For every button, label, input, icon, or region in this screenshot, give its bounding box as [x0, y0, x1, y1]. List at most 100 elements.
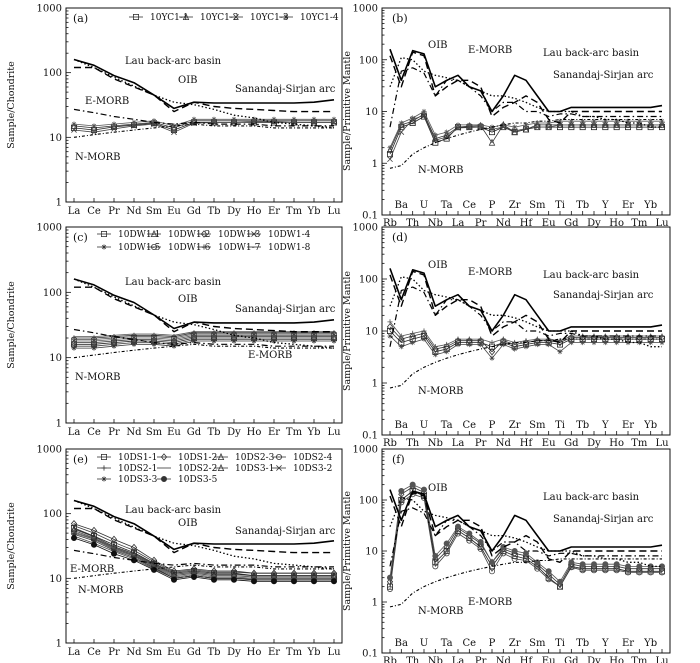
xtick-label-top-d-1: U — [420, 420, 428, 431]
series-point-e-1-9 — [250, 569, 258, 577]
series-point-e-9-6 — [190, 573, 197, 580]
panel-e: (e) Sample/Chondrite 10DS1-1 10DS1-2 10D… — [6, 448, 343, 644]
xtick-label-e-1: Ce — [87, 647, 101, 658]
xtick-label-a-6: Gd — [187, 206, 202, 217]
series-point-a-3-1 — [91, 123, 97, 129]
series-point-c-6-4 — [151, 332, 157, 338]
legend-e-5: 10DS2-2 — [178, 464, 217, 474]
series-point-e-1-12 — [310, 569, 318, 577]
ref-label-c-0: Lau back-arc basin — [125, 277, 222, 288]
xtick-label-top-d-6: Sm — [529, 420, 546, 431]
xtick-label-top-f-6: Sm — [529, 638, 546, 649]
ytick-label-f-3: 100 — [359, 496, 378, 507]
series-point-b-3-14 — [546, 120, 552, 126]
series-point-d-1-9 — [488, 347, 496, 356]
panel-a-legend: 10YC1-1 10YC1-2 10YC1-3 10YC1-4 — [150, 13, 339, 23]
xtick-label-e-11: Tm — [286, 647, 303, 658]
ref-label-f-4: N-MORB — [418, 606, 463, 617]
xtick-label-e-4: Sm — [146, 647, 163, 658]
series-point-f-2-21 — [625, 569, 632, 576]
series-point-f-3-19 — [602, 561, 609, 568]
ref-label-a-1: OIB — [178, 75, 198, 86]
ytick-label-a-3: 1000 — [37, 4, 62, 15]
series-point-d-2-23 — [648, 339, 654, 346]
legend-e-7: 10DS3-2 — [293, 464, 332, 474]
xtick-label-bottom-f-6: Hf — [520, 656, 534, 663]
xtick-label-a-2: Pr — [108, 206, 120, 217]
series-point-d-2-7 — [466, 341, 472, 348]
series-point-c-6-5 — [171, 334, 177, 340]
xtick-label-c-8: Dy — [227, 427, 241, 438]
series-point-b-3-24 — [659, 118, 665, 124]
xtick-label-a-3: Nd — [126, 206, 142, 217]
series-point-b-3-13 — [534, 120, 540, 126]
xtick-label-c-3: Nd — [126, 427, 142, 438]
xtick-label-bottom-f-9: Dy — [587, 656, 601, 663]
series-point-f-0-0 — [386, 583, 393, 590]
reference-line-e-2 — [74, 507, 334, 554]
xtick-label-bottom-f-10: Ho — [609, 656, 624, 663]
panel-b-label: (b) — [392, 12, 408, 25]
ref-label-c-1: OIB — [178, 294, 198, 305]
xtick-label-top-b-6: Sm — [529, 200, 546, 211]
xtick-label-bottom-f-4: Pr — [475, 656, 487, 663]
series-point-f-2-12 — [523, 557, 530, 564]
ref-label-b-2: Lau back-arc basin — [543, 48, 640, 59]
series-line-b-0 — [389, 116, 662, 155]
xtick-label-bottom-b-0: Rb — [383, 218, 397, 229]
panel-a-ylabel: Sample/Chondrite — [6, 61, 17, 149]
ytick-label-e-1: 10 — [49, 574, 62, 585]
ref-label-b-3: Sanandaj-Sirjan arc — [553, 70, 654, 81]
xtick-label-bottom-d-5: Nd — [496, 438, 512, 449]
xtick-label-top-f-0: Ba — [395, 638, 408, 649]
series-point-b-2-3 — [421, 112, 427, 119]
xtick-label-a-7: Tb — [207, 206, 220, 217]
plot-d: 0.1 1 10 100 1000 Ba U Ta Ce P Zr Sm Ti Tb Y Er Yb Rb Th Nb… — [353, 223, 670, 450]
series-point-d-3-6 — [455, 336, 461, 342]
reference-line-c-4 — [73, 343, 334, 359]
series-point-f-1-0 — [386, 577, 394, 586]
xtick-label-e-10: Er — [268, 647, 280, 658]
series-point-f-3-14 — [545, 568, 552, 575]
xtick-label-top-b-10: Er — [622, 200, 634, 211]
series-point-c-4-11 — [291, 338, 297, 344]
series-point-c-4-3 — [131, 341, 137, 347]
series-point-b-0-5 — [443, 135, 450, 142]
series-point-f-3-18 — [591, 561, 598, 568]
ref-label-e-3: E-MORB — [70, 564, 114, 575]
series-point-e-1-11 — [290, 569, 298, 577]
xtick-label-bottom-d-4: Pr — [475, 438, 487, 449]
series-point-f-2-6 — [454, 530, 461, 537]
xtick-label-bottom-b-7: Eu — [542, 218, 556, 229]
xtick-label-a-1: Ce — [87, 206, 101, 217]
series-point-e-9-13 — [330, 578, 337, 585]
legend-marker-c-5 — [150, 243, 157, 250]
series-point-d-2-3 — [421, 336, 427, 342]
series-point-b-3-7 — [466, 122, 472, 128]
series-point-e-8-2 — [111, 547, 117, 554]
series-point-b-3-10 — [500, 122, 506, 128]
series-point-c-4-7 — [211, 338, 217, 344]
series-point-d-2-18 — [591, 339, 597, 346]
series-point-e-9-2 — [111, 550, 118, 557]
series-point-b-2-15 — [557, 122, 563, 128]
xtick-label-top-b-4: P — [489, 200, 496, 211]
series-point-d-2-20 — [614, 339, 620, 346]
xtick-label-top-d-8: Tb — [576, 420, 589, 431]
ytick-label-e-3: 1000 — [37, 445, 62, 456]
reference-line-c-3 — [73, 328, 334, 347]
series-point-b-3-16 — [568, 118, 574, 124]
reference-line-b-0 — [389, 56, 662, 128]
xtick-label-bottom-d-8: Gd — [564, 438, 579, 449]
series-point-b-3-20 — [614, 118, 620, 124]
ref-label-b-4: N-MORB — [418, 165, 463, 176]
series-point-c-4-5 — [171, 343, 177, 349]
series-point-f-2-14 — [545, 576, 552, 583]
reference-line-a-3 — [73, 108, 334, 127]
series-point-f-2-0 — [386, 585, 393, 592]
legend-marker-a-3 — [283, 14, 289, 20]
ref-label-e-0: Lau back-arc basin — [125, 505, 222, 516]
ref-label-c-4: N-MORB — [75, 372, 120, 383]
series-point-a-2-5 — [171, 129, 177, 136]
xtick-label-top-b-2: Ta — [441, 200, 453, 211]
